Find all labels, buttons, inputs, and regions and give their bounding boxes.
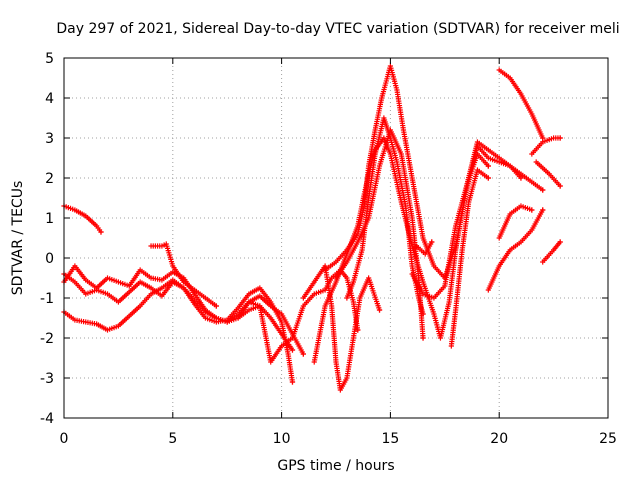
series-track-16 — [529, 135, 563, 157]
series-track-8 — [333, 127, 426, 341]
x-tick-label: 25 — [599, 431, 617, 447]
data-point — [420, 311, 426, 317]
series-track-15 — [496, 67, 546, 141]
y-tick-label: 4 — [45, 91, 54, 107]
data-point — [540, 207, 546, 213]
chart-title: Day 297 of 2021, Sidereal Day-to-day VTE… — [56, 21, 619, 37]
data-point — [529, 207, 535, 213]
series-track-6 — [235, 267, 361, 365]
data-point — [376, 307, 383, 313]
y-tick-label: 1 — [45, 211, 54, 227]
x-tick-label: 0 — [60, 431, 69, 447]
y-tick-label: 0 — [45, 251, 54, 267]
series-track-5 — [148, 241, 219, 309]
data-point — [485, 163, 491, 169]
series-track-12 — [409, 151, 491, 301]
y-tick-label: 2 — [45, 171, 54, 187]
data-series — [61, 63, 563, 393]
x-tick-label: 5 — [168, 431, 177, 447]
series-track-13 — [413, 239, 435, 257]
series-track-1 — [61, 203, 104, 235]
data-point — [98, 229, 104, 235]
series-track-11 — [311, 135, 524, 365]
y-tick-label: -3 — [40, 371, 54, 387]
axis-ticks: 0 5 10 15 20 25 -4 -3 -2 -1 0 1 2 3 4 5 — [40, 51, 617, 447]
y-tick-label: -4 — [40, 411, 54, 427]
data-point — [289, 347, 296, 353]
data-point — [420, 335, 426, 341]
data-point — [557, 135, 563, 141]
y-tick-label: -2 — [40, 331, 54, 347]
series-track-20 — [540, 239, 563, 265]
data-point — [213, 303, 219, 309]
data-point — [557, 239, 563, 245]
data-point — [518, 175, 524, 181]
y-tick-label: 5 — [45, 51, 54, 67]
data-point — [289, 379, 296, 385]
series-track-19 — [496, 203, 535, 241]
y-axis-label: SDTVAR / TECUs — [10, 181, 26, 296]
data-point — [429, 239, 435, 245]
plot-frame — [63, 57, 609, 419]
series-track-17 — [533, 159, 563, 189]
data-point — [540, 187, 546, 193]
series-track-3 — [61, 263, 306, 357]
x-tick-label: 10 — [273, 431, 291, 447]
series-track-14 — [448, 167, 491, 349]
y-tick-label: 3 — [45, 131, 54, 147]
y-tick-label: -1 — [40, 291, 54, 307]
series-track-18 — [485, 207, 546, 293]
data-point — [557, 183, 563, 189]
x-tick-label: 20 — [490, 431, 508, 447]
data-point — [300, 351, 306, 357]
series-track-7 — [300, 263, 383, 393]
x-axis-label: GPS time / hours — [277, 458, 394, 474]
data-point — [485, 175, 491, 181]
data-point — [355, 327, 361, 333]
x-tick-label: 15 — [381, 431, 399, 447]
